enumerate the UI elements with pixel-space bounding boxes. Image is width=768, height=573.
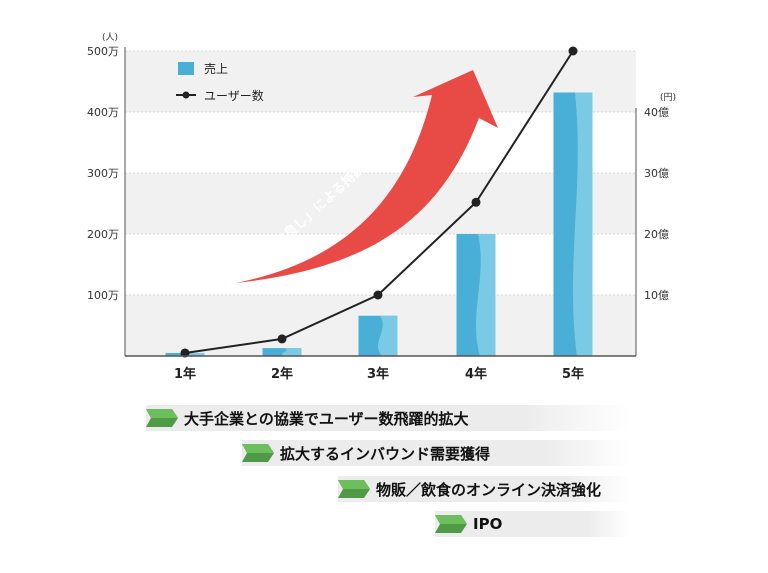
milestone-band: 大手企業との協業でユーザー数飛躍的拡大 [146,405,630,431]
bar-2年 [262,348,302,356]
left-axis-unit: (人) [102,32,118,43]
user-count-point [277,334,287,344]
user-count-point [373,290,383,300]
chevron-icon [146,407,178,429]
chevron-icon [242,442,274,464]
legend-line-label: ユーザー数 [204,88,264,103]
user-count-point [568,46,578,56]
milestone-band: IPO [435,511,630,537]
grid-band [125,51,636,112]
right-tick-label: 20億 [644,228,669,241]
axes: (人) (円) 100万 200万 300万 400万 500万 10億 20億 30億 40億 1年… [87,32,676,382]
milestone-label: IPO [473,515,503,533]
x-tick-label: 2年 [271,366,293,382]
legend-bar-swatch [178,62,194,75]
growth-arrow-shape [236,70,498,283]
right-axis-unit: (円) [660,92,676,103]
milestone-band: 物販／飲食のオンライン決済強化 [338,476,630,502]
bar-highlight [476,234,496,356]
left-tick-label: 100万 [87,289,119,302]
bar-highlight [378,315,398,356]
left-tick-label: 500万 [87,45,119,58]
right-tick-label: 30億 [644,167,669,180]
x-tick-label: 3年 [367,366,389,382]
left-tick-label: 400万 [87,106,119,119]
user-count-point [180,348,190,358]
milestone-band: 拡大するインバウンド需要獲得 [242,440,630,466]
right-tick-label: 40億 [644,106,669,119]
chevron-icon [338,478,370,500]
bar-highlight [573,92,593,356]
legend-line-marker [182,91,190,99]
user-count-line [180,46,578,358]
bar-highlight [185,352,205,356]
milestone-label: 物販／飲食のオンライン決済強化 [376,480,602,499]
grid-layer [125,50,636,356]
milestone-label: 拡大するインバウンド需要獲得 [280,444,491,463]
user-count-point [471,197,481,207]
legend: 売上 ユーザー数 [176,61,264,103]
chevron-icon [435,513,467,535]
legend-bar-label: 売上 [204,61,228,76]
left-tick-label: 300万 [87,167,119,180]
bar-highlight [282,348,302,356]
milestone-label: 大手企業との協業でユーザー数飛躍的拡大 [184,409,469,428]
right-tick-label: 10億 [644,289,669,302]
left-tick-label: 200万 [87,228,119,241]
x-tick-label: 5年 [562,366,584,382]
x-tick-label: 1年 [174,366,196,382]
x-tick-label: 4年 [465,366,487,382]
